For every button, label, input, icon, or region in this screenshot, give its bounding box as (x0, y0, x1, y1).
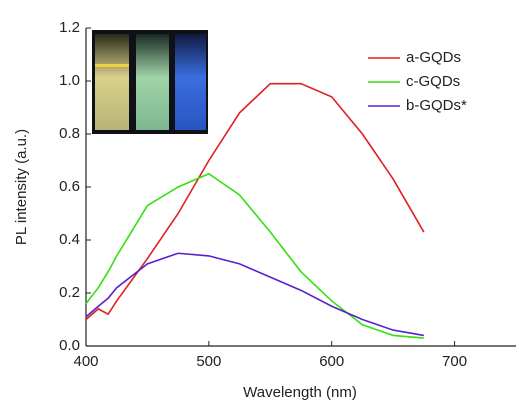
y-tick-label: 0.0 (59, 337, 80, 354)
legend-label: a-GQDs (406, 49, 461, 66)
y-tick-label: 0.6 (59, 178, 80, 195)
line-series (85, 252, 424, 337)
y-tick-label: 0.8 (59, 125, 80, 142)
line-series (85, 172, 424, 339)
y-tick-label: 1.2 (59, 19, 80, 36)
y-tick-label: 0.4 (59, 231, 80, 248)
x-tick-label: 500 (196, 353, 221, 370)
x-axis-label: Wavelength (nm) (243, 384, 357, 401)
legend-label: c-GQDs (406, 73, 460, 90)
line-series (85, 82, 425, 321)
x-tick-label: 400 (73, 353, 98, 370)
legend-label: b-GQDs* (406, 97, 467, 114)
x-tick-label: 700 (442, 353, 467, 370)
inset-photo (92, 30, 208, 134)
y-axis-label: PL intensity (a.u.) (13, 129, 30, 245)
y-tick-label: 0.2 (59, 284, 80, 301)
x-tick-label: 600 (319, 353, 344, 370)
y-tick-label: 1.0 (59, 72, 80, 89)
